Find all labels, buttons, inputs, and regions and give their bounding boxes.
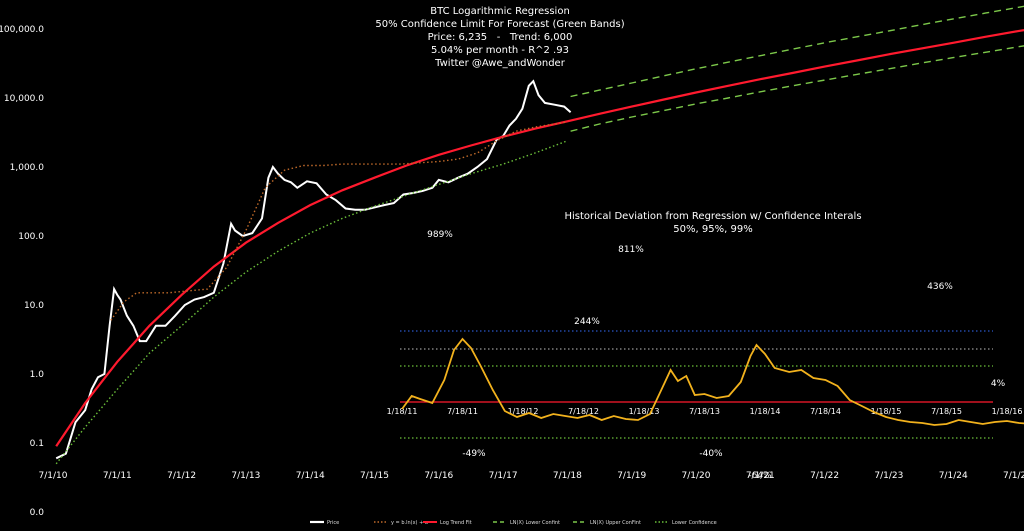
legend-label: Log Trend Fit	[440, 520, 472, 526]
inset-title: Historical Deviation from Regression w/ …	[564, 211, 861, 222]
inset-x-tick-label: 1/18/14	[750, 407, 781, 416]
x-tick-label: 7/1/24	[939, 471, 968, 481]
chart-subtitle-3: 5.04% per month - R^2 .93	[431, 45, 569, 56]
x-tick-label: 7/1/25	[1003, 471, 1024, 481]
y-tick-label: 100,000.0	[0, 25, 44, 35]
series-log-trend-fit	[55, 29, 1024, 447]
legend-label: Price	[327, 520, 339, 526]
legend: Price y = b.ln(x) + a Log Trend Fit LN(X) L…	[310, 520, 717, 526]
x-tick-label: 7/1/16	[424, 471, 453, 481]
deviation-annotation: 244%	[574, 317, 600, 327]
x-tick-label: 7/1/17	[489, 471, 518, 481]
y-tick-label: 0.1	[30, 439, 44, 449]
series-ln-x-lower-confint	[570, 45, 1024, 132]
inset-subtitle: 50%, 95%, 99%	[673, 224, 752, 235]
deviation-annotation: 989%	[427, 230, 453, 240]
inset-annotations: 989% -49% 244% 811% -40% -64% 436% 4%	[427, 230, 1005, 481]
inset-x-tick-label: 7/18/12	[568, 407, 599, 416]
chart-title: BTC Logarithmic Regression	[430, 6, 570, 17]
inset-series-group	[401, 337, 1024, 426]
x-tick-label: 7/1/20	[682, 471, 711, 481]
inset-x-tick-label: 7/18/13	[689, 407, 720, 416]
y-tick-label: 1.0	[30, 370, 45, 380]
deviation-annotation: 811%	[618, 245, 644, 255]
main-series-group	[55, 5, 1024, 465]
inset-x-tick-label: 1/18/13	[629, 407, 660, 416]
x-tick-label: 7/1/12	[167, 471, 196, 481]
x-tick-label: 7/1/18	[553, 471, 582, 481]
series-ln-x-upper-confint	[570, 5, 1024, 98]
series-y-b-ln-x-a	[110, 121, 568, 321]
x-tick-label: 7/1/10	[39, 471, 68, 481]
inset-x-tick-labels: 1/18/11 7/18/11 1/18/12 7/18/12 1/18/13 7/18/…	[387, 407, 1023, 416]
y-tick-label: 100.0	[18, 232, 44, 242]
x-tick-label: 7/1/21	[746, 471, 775, 481]
inset-x-tick-label: 1/18/15	[871, 407, 902, 416]
x-tick-label: 7/1/14	[296, 471, 325, 481]
legend-label: LN(X) Lower Confint	[510, 520, 560, 526]
inset-x-tick-label: 1/18/16	[992, 407, 1023, 416]
inset-x-tick-label: 7/18/14	[810, 407, 841, 416]
x-tick-label: 7/1/19	[617, 471, 646, 481]
y-tick-label: 10.0	[24, 301, 44, 311]
legend-label: Lower Confidence	[672, 520, 717, 526]
deviation-annotation: -64%	[748, 471, 772, 481]
x-tick-label: 7/1/13	[231, 471, 260, 481]
deviation-annotation: 436%	[927, 282, 953, 292]
inset-x-tick-label: 7/18/15	[931, 407, 962, 416]
x-axis-tick-labels: 7/1/10 7/1/11 7/1/12 7/1/13 7/1/14 7/1/15 7/1/…	[39, 471, 1024, 481]
x-tick-label: 7/1/15	[360, 471, 389, 481]
series-deviation	[401, 337, 1024, 426]
y-tick-label: 10,000.0	[4, 94, 44, 104]
y-tick-label: 1,000.0	[10, 163, 45, 173]
legend-label: LN(X) Upper ConFint	[590, 520, 641, 526]
deviation-annotation: -40%	[699, 449, 723, 459]
series-lower-confidence	[55, 140, 568, 465]
legend-label: y = b.ln(x) + a	[391, 520, 428, 526]
deviation-annotation: -49%	[462, 449, 486, 459]
x-tick-label: 7/1/11	[103, 471, 132, 481]
deviation-annotation: 4%	[991, 379, 1006, 389]
y-axis-tick-labels: 100,000.0 10,000.0 1,000.0 100.0 10.0 1.0 0.1 0…	[0, 25, 44, 518]
x-tick-label: 7/1/23	[874, 471, 903, 481]
chart-subtitle-1: 50% Confidence Limit For Forecast (Green…	[375, 19, 624, 30]
chart-subtitle-4: Twitter @Awe_andWonder	[434, 58, 566, 69]
y-tick-label: 0.0	[30, 508, 45, 518]
x-tick-label: 7/1/22	[810, 471, 839, 481]
chart-subtitle-2: Price: 6,235 - Trend: 6,000	[428, 32, 573, 43]
inset-x-tick-label: 1/18/12	[508, 407, 539, 416]
inset-x-tick-label: 7/18/11	[447, 407, 478, 416]
inset-x-tick-label: 1/18/11	[387, 407, 418, 416]
